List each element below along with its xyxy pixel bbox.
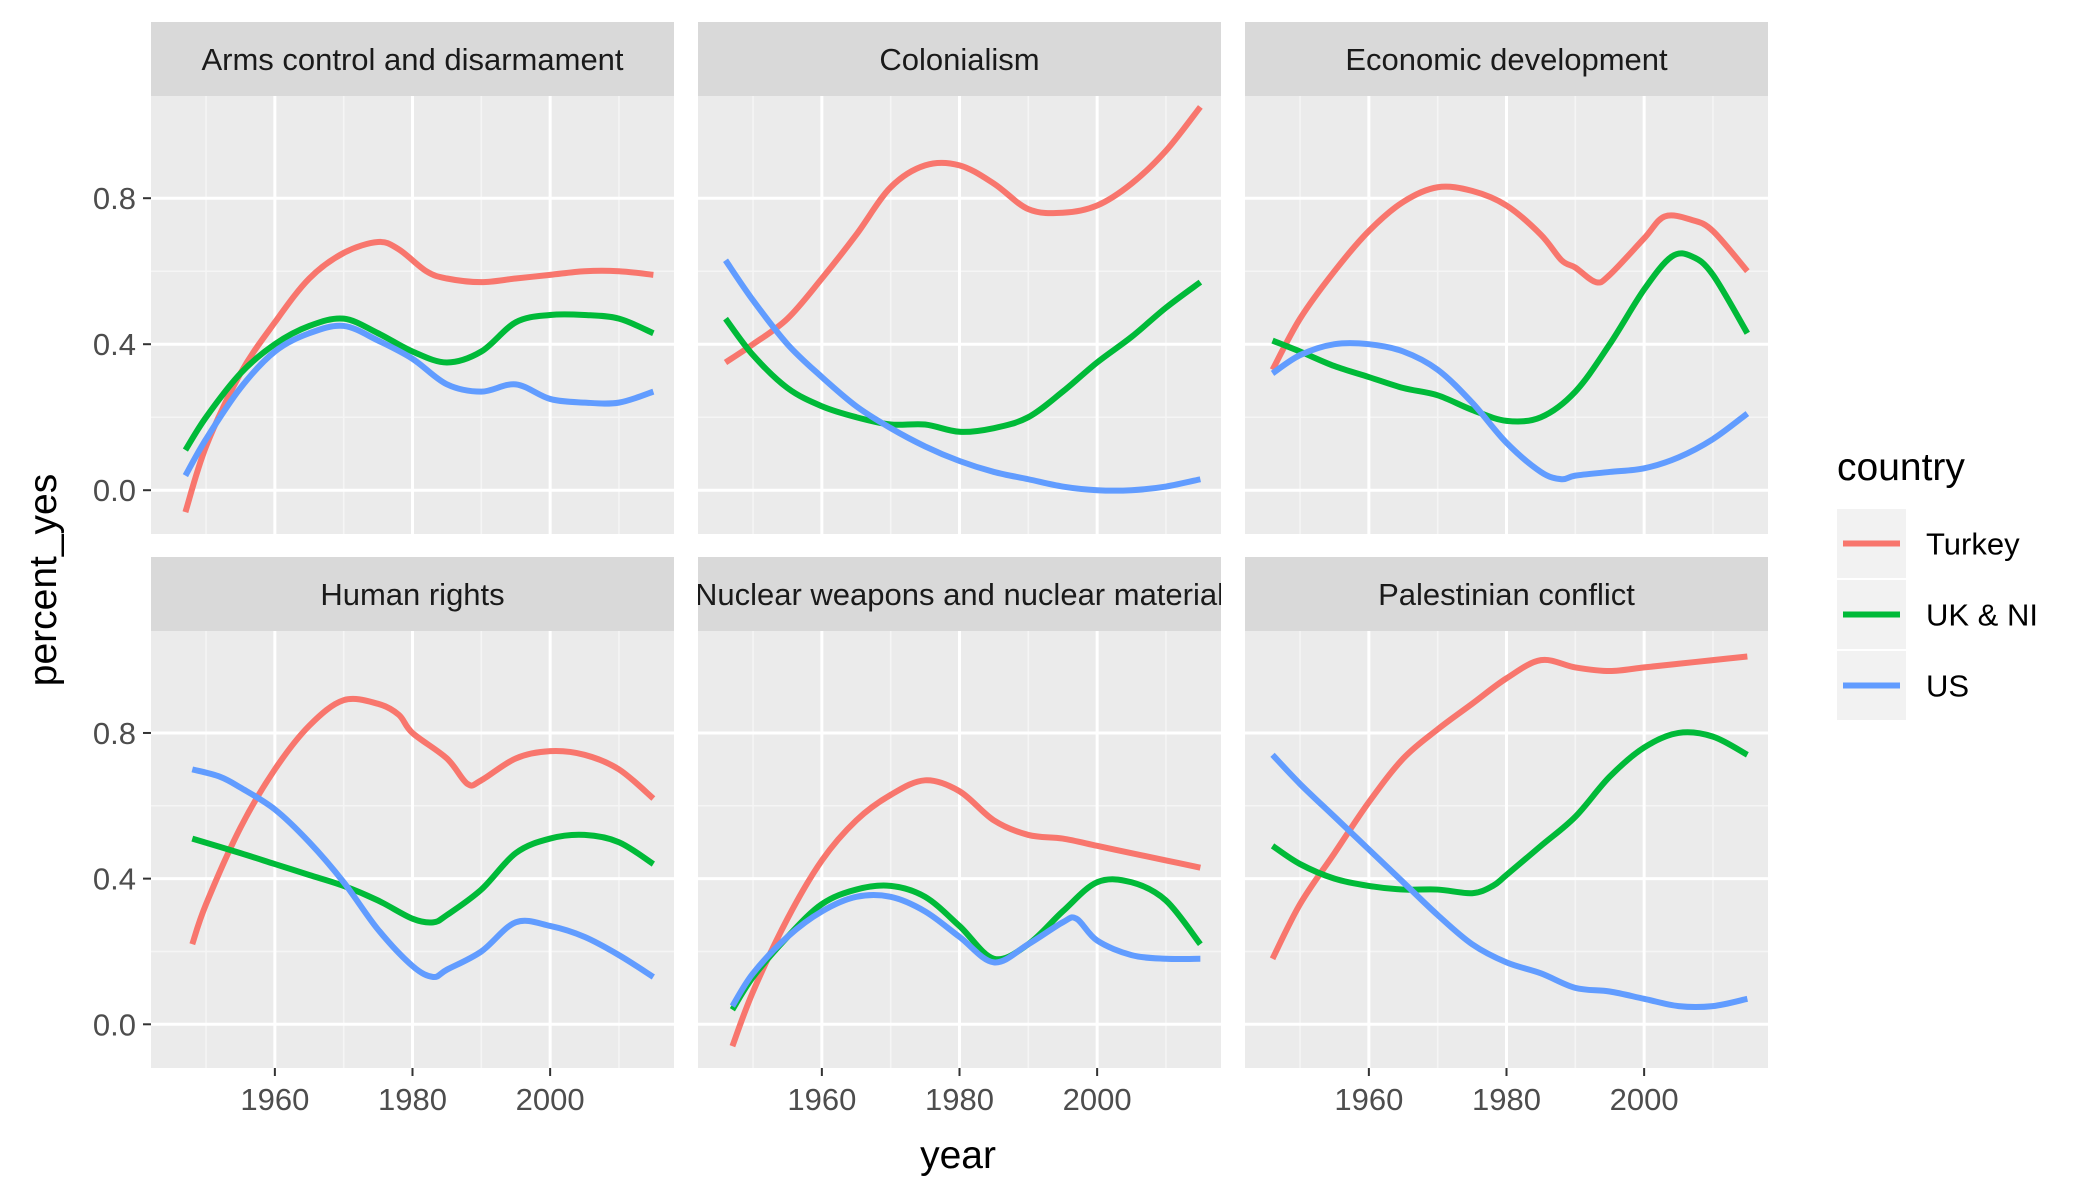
y-tick-label: 0.0 (93, 473, 136, 508)
facet-title: Colonialism (879, 42, 1039, 77)
series-line-us (723, 258, 1201, 494)
y-tick-label: 0.4 (93, 862, 136, 897)
series-group (1269, 653, 1749, 1011)
panel-colonialism: Colonialism (698, 22, 1221, 534)
panels-layer: Arms control and disarmament Colonialism E… (151, 22, 1768, 1068)
series-group (723, 105, 1203, 494)
x-tick-label: 1960 (240, 1082, 309, 1117)
legend-label: US (1926, 669, 1969, 704)
series-group (729, 777, 1203, 1048)
series-line-us (1270, 340, 1750, 483)
series-group (182, 238, 655, 513)
y-tick-label: 0.4 (93, 327, 136, 362)
facet-strip (698, 22, 1221, 96)
series-line-uk-and-ni (723, 279, 1203, 435)
series-line-us (191, 766, 655, 980)
panel-arms-control-and-disarmament: Arms control and disarmament (151, 22, 674, 534)
panel-palestinian-conflict: Palestinian conflict (1245, 557, 1768, 1068)
panel-human-rights: Human rights (151, 557, 674, 1068)
series-line-uk-and-ni (1271, 250, 1750, 425)
facet-strip (151, 22, 674, 96)
facet-strip (1245, 557, 1768, 631)
y-axis-title: percent_yes (22, 474, 65, 686)
legend-items: Turkey UK & NI US (1837, 509, 2038, 720)
legend-item-turkey: Turkey (1837, 509, 2020, 578)
facet-strip (151, 557, 674, 631)
facet-title: Nuclear weapons and nuclear material (695, 577, 1224, 612)
legend-label: UK & NI (1926, 598, 2038, 633)
panel-economic-development: Economic development (1245, 22, 1768, 534)
series-line-uk-and-ni (191, 831, 656, 926)
facet-title: Economic development (1345, 42, 1668, 77)
legend-item-uk-and-ni: UK & NI (1837, 580, 2038, 649)
x-tick-label: 1980 (925, 1082, 994, 1117)
x-tick-label: 1960 (1334, 1082, 1403, 1117)
x-tick-label: 2000 (1610, 1082, 1679, 1117)
series-line-turkey (723, 105, 1203, 365)
y-tick-label: 0.8 (93, 181, 136, 216)
x-axis-title: year (920, 1134, 996, 1177)
facet-title: Arms control and disarmament (201, 42, 623, 77)
facet-strip (698, 557, 1221, 631)
series-line-us (182, 322, 655, 478)
legend-label: Turkey (1926, 527, 2020, 562)
series-line-turkey (1269, 183, 1750, 372)
x-tick-label: 2000 (516, 1082, 585, 1117)
series-group (189, 695, 656, 980)
series-group (1269, 183, 1750, 483)
series-line-turkey (182, 238, 654, 513)
facet-title: Palestinian conflict (1378, 577, 1635, 612)
x-tick-label: 1960 (787, 1082, 856, 1117)
series-line-uk-and-ni (182, 311, 655, 452)
legend: country Turkey UK & NI US (1837, 446, 2038, 720)
series-line-uk-and-ni (1270, 729, 1749, 897)
series-line-turkey (1269, 653, 1748, 961)
series-line-us (1270, 752, 1749, 1011)
y-tick-label: 0.8 (93, 716, 136, 751)
x-tick-label: 2000 (1063, 1082, 1132, 1117)
panel-nuclear-weapons-and-nuclear-material: Nuclear weapons and nuclear material (695, 557, 1224, 1068)
legend-title: country (1837, 446, 1965, 489)
x-tick-label: 1980 (378, 1082, 447, 1117)
y-tick-label: 0.0 (93, 1007, 136, 1042)
axes-layer: 0.0 0.4 0.8 0.0 0.4 0.8 1960 1980 2000 1960 1980 20… (93, 181, 1679, 1117)
series-line-us (729, 892, 1201, 1008)
series-line-turkey (729, 777, 1201, 1048)
x-tick-label: 1980 (1472, 1082, 1541, 1117)
facet-title: Human rights (320, 577, 504, 612)
legend-item-us: US (1837, 651, 1969, 720)
facet-strip (1245, 22, 1768, 96)
